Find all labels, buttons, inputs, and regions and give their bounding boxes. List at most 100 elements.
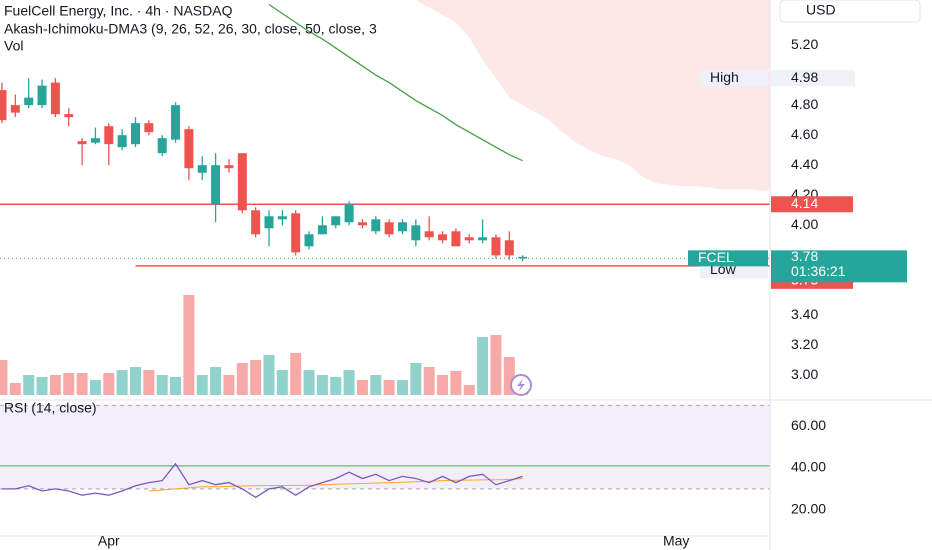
volume-bar bbox=[477, 337, 489, 395]
volume-bar bbox=[223, 375, 235, 395]
volume-bar bbox=[276, 370, 288, 395]
candle-body bbox=[371, 219, 381, 232]
candle-body bbox=[424, 231, 434, 238]
volume-bar bbox=[170, 377, 182, 395]
indicator-label: Akash-Ichimoku-DMA3 (9, 26, 52, 26, 30, … bbox=[4, 21, 377, 37]
volume-bar bbox=[290, 353, 302, 395]
candle-body bbox=[237, 153, 247, 211]
candle-body bbox=[77, 141, 87, 145]
candle-body bbox=[518, 256, 528, 259]
candle-body bbox=[184, 129, 194, 169]
volume-bar bbox=[9, 383, 21, 395]
volume-bar bbox=[116, 370, 128, 395]
marker-name: High bbox=[710, 69, 739, 85]
candle-body bbox=[317, 225, 327, 235]
candle-body bbox=[197, 165, 207, 173]
volume-bar bbox=[89, 380, 101, 395]
candle-body bbox=[0, 90, 7, 121]
candle-body bbox=[277, 216, 287, 220]
volume-bar bbox=[196, 375, 208, 395]
volume-bar bbox=[316, 375, 328, 395]
ichimoku-cloud bbox=[415, 0, 770, 191]
candle-body bbox=[384, 222, 394, 235]
volume-bar bbox=[210, 367, 222, 395]
candle-body bbox=[10, 105, 20, 113]
volume-bar bbox=[343, 370, 355, 395]
volume-bar bbox=[0, 360, 8, 395]
marker-name-box bbox=[700, 262, 768, 279]
volume-bar bbox=[370, 375, 382, 395]
rsi-band bbox=[0, 405, 770, 489]
candle-body bbox=[24, 97, 34, 106]
volume-bar bbox=[397, 380, 408, 395]
candle-body bbox=[291, 213, 301, 253]
last-name: FCEL bbox=[698, 249, 734, 265]
volume-bar bbox=[303, 370, 315, 395]
candle-body bbox=[464, 237, 474, 241]
candle-body bbox=[211, 165, 221, 205]
rsi-line bbox=[2, 462, 523, 499]
rsi-tick-label: 40.00 bbox=[791, 459, 826, 475]
volume-bar bbox=[143, 370, 155, 395]
marker-name-box bbox=[700, 70, 768, 87]
volume-bar bbox=[356, 380, 368, 395]
volume-bar bbox=[49, 375, 61, 395]
x-tick-label: May bbox=[663, 533, 689, 549]
volume-bar bbox=[250, 360, 262, 395]
price-line-label: 4.14 bbox=[791, 195, 818, 211]
volume-bar bbox=[103, 373, 115, 395]
candle-body bbox=[438, 234, 448, 241]
volume-bar bbox=[23, 375, 35, 395]
marker-price: 4.98 bbox=[791, 69, 818, 85]
volume-bar bbox=[437, 375, 449, 395]
candle-body bbox=[104, 126, 114, 145]
rsi-tick-label: 60.00 bbox=[791, 417, 826, 433]
y-tick-label: 3.20 bbox=[791, 336, 818, 352]
volume-bar bbox=[36, 377, 48, 395]
candle-body bbox=[264, 216, 274, 229]
volume-bar bbox=[330, 377, 342, 395]
volume-bar bbox=[76, 373, 88, 395]
volume-bar bbox=[130, 367, 141, 395]
candle-body bbox=[344, 204, 354, 223]
volume-bar bbox=[463, 385, 475, 395]
volume-bar bbox=[156, 375, 168, 395]
y-tick-label: 4.60 bbox=[791, 126, 818, 142]
rsi-tick-label: 20.00 bbox=[791, 501, 826, 517]
y-tick-label: 5.20 bbox=[791, 36, 818, 52]
candle-body bbox=[451, 231, 461, 247]
volume-bar bbox=[183, 295, 195, 395]
y-tick-label: 4.80 bbox=[791, 96, 818, 112]
candle-body bbox=[157, 138, 167, 154]
candle-body bbox=[398, 222, 407, 232]
last-price: 3.78 bbox=[791, 248, 818, 264]
candle-body bbox=[37, 85, 47, 106]
bolt-icon bbox=[510, 374, 532, 396]
candle-body bbox=[491, 237, 501, 256]
candle-body bbox=[117, 135, 127, 148]
currency: USD bbox=[806, 2, 836, 18]
volume-bar bbox=[263, 355, 275, 395]
candle-body bbox=[251, 210, 261, 235]
last-name-box bbox=[688, 250, 768, 267]
candle-body bbox=[411, 225, 421, 241]
moving-average bbox=[268, 3, 523, 162]
volume-bar bbox=[490, 335, 502, 395]
y-tick-label: 3.40 bbox=[791, 306, 818, 322]
currency-box[interactable] bbox=[779, 0, 921, 23]
countdown: 01:36:21 bbox=[791, 263, 846, 279]
volume-bar bbox=[236, 363, 248, 395]
candle-body bbox=[50, 82, 60, 115]
price-line-box bbox=[771, 196, 853, 213]
volume-bar bbox=[63, 373, 75, 395]
candle-body bbox=[504, 240, 514, 256]
candle-body bbox=[478, 237, 488, 241]
volume-bar bbox=[383, 380, 395, 395]
volume-label: Vol bbox=[4, 38, 23, 54]
y-tick-label: 4.00 bbox=[791, 216, 818, 232]
candle-body bbox=[331, 216, 341, 226]
candle-body bbox=[171, 105, 181, 140]
candle-body bbox=[64, 114, 74, 118]
candle-body bbox=[131, 123, 140, 145]
